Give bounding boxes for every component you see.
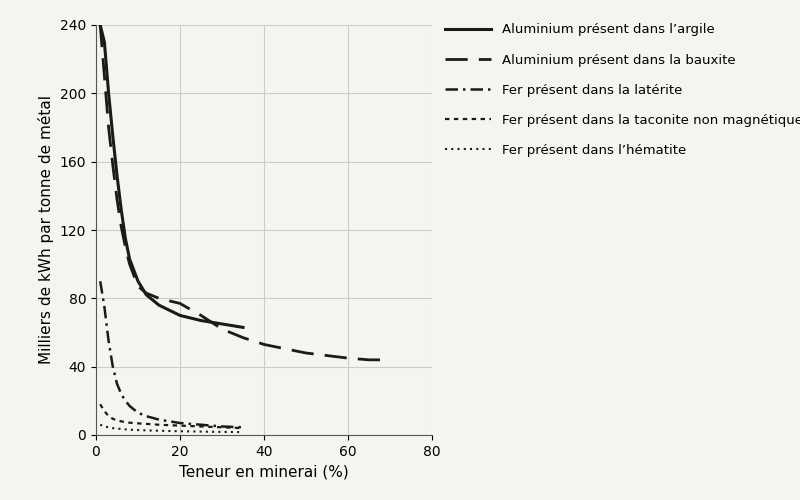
X-axis label: Teneur en minerai (%): Teneur en minerai (%): [179, 464, 349, 479]
Y-axis label: Milliers de kWh par tonne de métal: Milliers de kWh par tonne de métal: [38, 96, 54, 364]
Legend: Aluminium présent dans l’argile, Aluminium présent dans la bauxite, Fer présent : Aluminium présent dans l’argile, Alumini…: [446, 24, 800, 157]
